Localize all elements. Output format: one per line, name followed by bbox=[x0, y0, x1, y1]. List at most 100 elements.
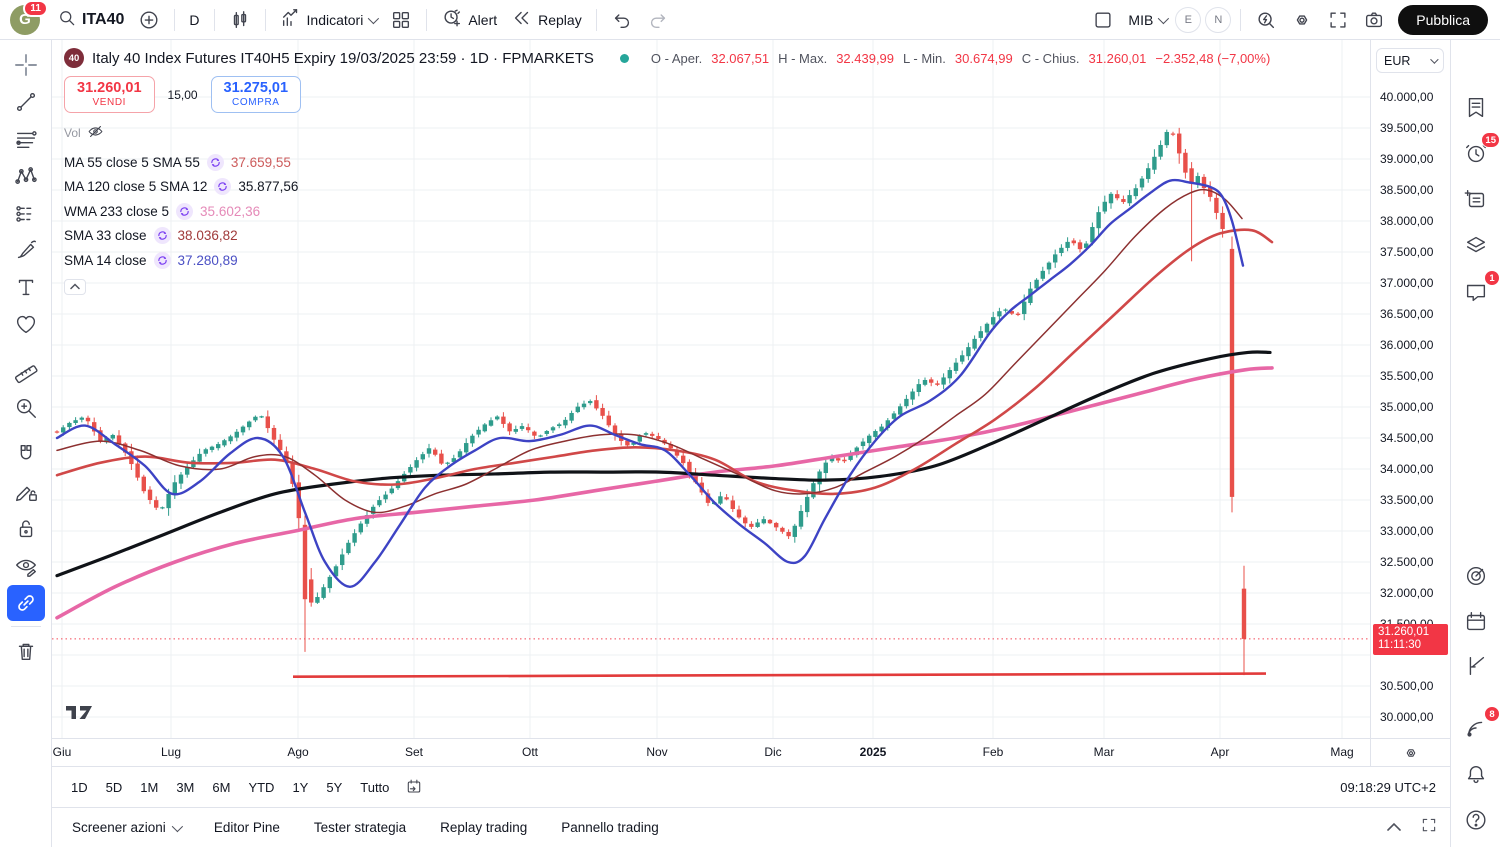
indicator-row[interactable]: MA 55 close 5 SMA 55 37.659,55 bbox=[64, 150, 1270, 175]
ma-line-sma14[interactable] bbox=[55, 178, 1245, 589]
refresh-icon[interactable] bbox=[176, 202, 194, 220]
strategy-icon[interactable] bbox=[1458, 648, 1494, 684]
ma-line-ma55[interactable] bbox=[55, 228, 1274, 496]
settings-gear-icon[interactable] bbox=[1284, 5, 1320, 35]
indicator-row[interactable]: MA 120 close 5 SMA 12 35.877,56 bbox=[64, 175, 1270, 200]
position-tool-icon[interactable] bbox=[7, 195, 45, 231]
range-1Y[interactable]: 1Y bbox=[283, 775, 317, 800]
range-1D[interactable]: 1D bbox=[62, 775, 97, 800]
publish-button[interactable]: Pubblica bbox=[1398, 4, 1488, 35]
go-to-date-icon[interactable] bbox=[404, 777, 424, 797]
price-scale[interactable]: EUR 31.260,01 11:11:30 40.000,00 39.500,0… bbox=[1370, 40, 1450, 738]
price-tick: 34.500,00 bbox=[1380, 431, 1434, 445]
indicator-row[interactable]: SMA 14 close 37.280,89 bbox=[64, 248, 1270, 273]
range-1M[interactable]: 1M bbox=[131, 775, 167, 800]
refresh-icon[interactable] bbox=[153, 251, 171, 269]
chat-icon[interactable]: 1 bbox=[1458, 270, 1500, 310]
range-5D[interactable]: 5D bbox=[97, 775, 132, 800]
market-status-dot[interactable] bbox=[619, 53, 629, 63]
layout-name-button[interactable]: MIB bbox=[1121, 8, 1173, 32]
ohlc-value: 32.067,51 bbox=[711, 50, 770, 66]
quick-search-icon[interactable] bbox=[1248, 5, 1284, 35]
range-6M[interactable]: 6M bbox=[203, 775, 239, 800]
buy-button[interactable]: 31.275,01 COMPRA bbox=[210, 76, 302, 113]
symbol-title[interactable]: Italy 40 Index Futures IT40H5 Expiry 19/… bbox=[92, 49, 594, 67]
calendar-icon[interactable] bbox=[1458, 604, 1494, 640]
range-5Y[interactable]: 5Y bbox=[317, 775, 351, 800]
tab-editor-pine[interactable]: Editor Pine bbox=[213, 820, 280, 835]
news-plus-icon[interactable] bbox=[1458, 182, 1494, 218]
range-3M[interactable]: 3M bbox=[167, 775, 203, 800]
indicator-value: 37.659,55 bbox=[230, 154, 291, 170]
xabcd-pattern-icon[interactable] bbox=[7, 158, 45, 194]
chart-style-button[interactable] bbox=[222, 5, 258, 35]
chart-pane[interactable]: 40 Italy 40 Index Futures IT40H5 Expiry … bbox=[52, 40, 1370, 738]
legend-collapse-button[interactable] bbox=[64, 278, 86, 295]
zoom-in-icon[interactable] bbox=[7, 390, 45, 426]
redo-button[interactable] bbox=[640, 5, 676, 35]
watchlist-icon[interactable] bbox=[1458, 90, 1494, 126]
interval-button[interactable]: D bbox=[182, 8, 206, 32]
symbol-search-button[interactable]: ITA40 bbox=[50, 4, 131, 35]
lock-all-icon[interactable] bbox=[7, 511, 45, 547]
tab-screener-azioni[interactable]: Screener azioni bbox=[72, 820, 183, 835]
refresh-icon[interactable] bbox=[153, 227, 171, 245]
clock-display[interactable]: 09:18:29 UTC+2 bbox=[1340, 779, 1436, 795]
hide-drawings-icon[interactable] bbox=[7, 548, 45, 584]
alarm-clock-icon[interactable]: 15 bbox=[1458, 132, 1500, 172]
eye-hidden-icon[interactable] bbox=[87, 123, 104, 143]
refresh-icon[interactable] bbox=[214, 178, 232, 196]
tab-pannello-trading[interactable]: Pannello trading bbox=[561, 820, 659, 835]
candlestick-chart[interactable] bbox=[52, 40, 1370, 738]
indicator-name: WMA 233 close 5 bbox=[64, 203, 170, 219]
indicator-row[interactable]: WMA 233 close 5 35.602,36 bbox=[64, 199, 1270, 224]
range-Tutto[interactable]: Tutto bbox=[351, 775, 398, 800]
range-YTD[interactable]: YTD bbox=[239, 775, 283, 800]
link-active-icon[interactable] bbox=[6, 584, 45, 621]
target-icon[interactable] bbox=[1458, 558, 1494, 594]
indicators-button[interactable]: Indicatori bbox=[273, 3, 384, 36]
layout-select-button[interactable] bbox=[1085, 5, 1121, 35]
tradingview-logo[interactable] bbox=[66, 701, 98, 724]
fullscreen-icon[interactable] bbox=[1320, 5, 1356, 35]
ma-line-wma233[interactable] bbox=[55, 366, 1274, 620]
currency-select[interactable]: EUR bbox=[1376, 48, 1444, 73]
drawing-unlock-icon[interactable] bbox=[7, 474, 45, 510]
news-badge[interactable]: N bbox=[1205, 6, 1232, 33]
panel-collapse-chevron-icon[interactable] bbox=[1386, 819, 1402, 837]
trend-line-drawing[interactable] bbox=[292, 672, 1267, 679]
parallel-lines-icon[interactable] bbox=[7, 121, 45, 157]
layout-templates-button[interactable] bbox=[383, 5, 419, 35]
time-scale[interactable]: Giu Lug Ago Set Ott Nov Dic 2025 Feb Mar Apr Mag bbox=[52, 739, 1370, 766]
layers-icon[interactable] bbox=[1458, 227, 1494, 263]
compare-add-symbol-button[interactable] bbox=[131, 5, 167, 35]
refresh-icon[interactable] bbox=[206, 153, 224, 171]
scales-settings-gear-icon[interactable] bbox=[1370, 739, 1450, 766]
magnet-icon[interactable] bbox=[7, 437, 45, 473]
bell-icon[interactable] bbox=[1458, 757, 1494, 793]
ma-line-sma33[interactable] bbox=[56, 188, 1243, 514]
tab-tester-strategia[interactable]: Tester strategia bbox=[313, 820, 407, 835]
indicator-row[interactable]: SMA 33 close 38.036,82 bbox=[64, 224, 1270, 249]
signal-icon[interactable]: 8 bbox=[1458, 706, 1500, 746]
trend-line-icon[interactable] bbox=[7, 84, 45, 120]
alert-button[interactable]: Alert bbox=[434, 3, 504, 36]
crosshair-icon[interactable] bbox=[7, 47, 45, 83]
volume-label[interactable]: Vol bbox=[64, 126, 81, 140]
separator bbox=[264, 8, 266, 31]
replay-button[interactable]: Replay bbox=[504, 3, 589, 36]
undo-button[interactable] bbox=[604, 5, 640, 35]
tab-replay-trading[interactable]: Replay trading bbox=[440, 820, 528, 835]
brush-icon[interactable] bbox=[7, 232, 45, 268]
snapshot-camera-icon[interactable] bbox=[1356, 5, 1392, 35]
emoji-heart-icon[interactable] bbox=[7, 306, 45, 342]
trash-icon[interactable] bbox=[7, 633, 45, 669]
text-tool-icon[interactable] bbox=[7, 269, 45, 305]
user-menu-button[interactable]: G 11 bbox=[10, 0, 48, 35]
bottom-panel-tabs: Screener azioni Editor Pine Tester strateg… bbox=[52, 807, 1450, 847]
help-icon[interactable] bbox=[1458, 802, 1494, 838]
ruler-icon[interactable] bbox=[7, 353, 45, 389]
sell-button[interactable]: 31.260,01 VENDI bbox=[64, 76, 155, 113]
panel-maximize-icon[interactable] bbox=[1420, 816, 1438, 839]
economy-badge[interactable]: E bbox=[1175, 6, 1202, 33]
